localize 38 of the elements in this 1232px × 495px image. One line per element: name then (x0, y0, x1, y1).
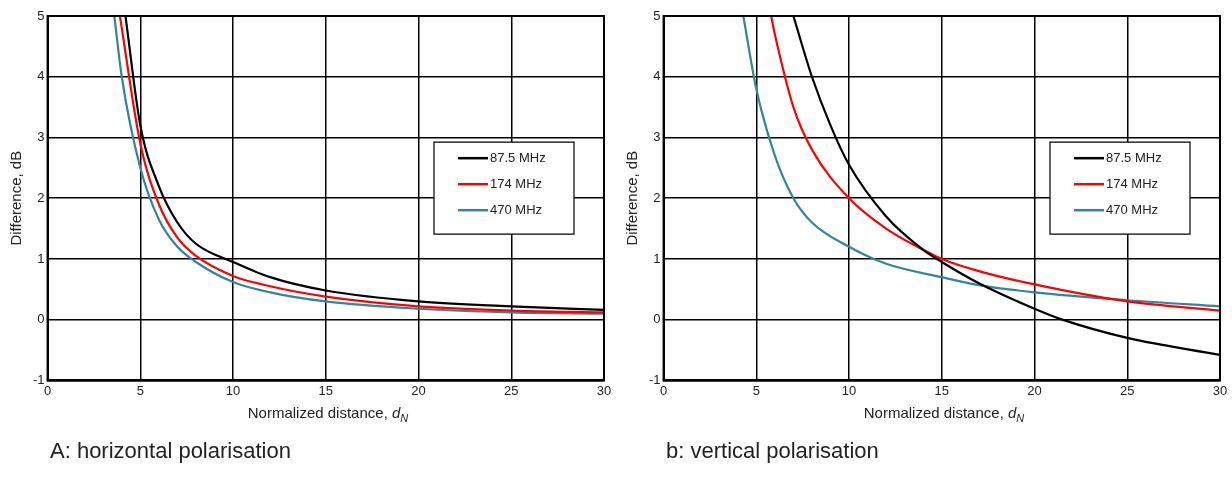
x-tick-label: 5 (136, 382, 144, 398)
x-tick-label: 10 (225, 382, 241, 398)
x-axis-title: Normalized distance, d$_{N}$ (246, 404, 410, 424)
y-axis-title: Difference, dB (623, 150, 641, 246)
x-tick-label: 20 (411, 382, 426, 398)
y-tick-label: -1 (33, 371, 45, 387)
x-axis-title: Normalized distance, d$_{N}$ (862, 404, 1026, 424)
x-tick-label: 15 (934, 382, 950, 398)
y-axis-title: Difference, dB (7, 150, 25, 246)
legend-label: 470 MHz (490, 201, 543, 217)
text: b: vertical polarisation (666, 438, 880, 464)
y-tick-label: 2 (37, 189, 45, 205)
y-tick-label: 5 (653, 7, 661, 23)
y-tick-label: 4 (653, 68, 661, 84)
x-tick-label: 30 (596, 382, 612, 398)
legend-label: 174 MHz (490, 175, 543, 191)
x-tick-label: 25 (1120, 382, 1135, 398)
y-tick-label: -1 (649, 371, 661, 387)
legend-label: 87.5 MHz (490, 149, 546, 165)
x-tick-label: 25 (504, 382, 519, 398)
y-tick-label: 0 (653, 311, 661, 327)
y-tick-label: 1 (37, 250, 45, 266)
x-tick-label: 30 (1212, 382, 1228, 398)
legend-label: 87.5 MHz (1106, 149, 1162, 165)
x-tick-label: 15 (318, 382, 334, 398)
x-tick-label: 10 (841, 382, 857, 398)
y-tick-label: 1 (653, 250, 661, 266)
x-tick-label: 5 (752, 382, 760, 398)
y-tick-label: 5 (37, 7, 45, 23)
y-tick-label: 4 (37, 68, 45, 84)
legend-label: 470 MHz (1106, 201, 1159, 217)
y-tick-label: 3 (37, 129, 45, 145)
y-tick-label: 2 (653, 189, 661, 205)
x-tick-label: 20 (1027, 382, 1042, 398)
text: A: horizontal polarisation (50, 438, 292, 464)
y-tick-label: 3 (653, 129, 661, 145)
y-tick-label: 0 (37, 311, 45, 327)
legend-label: 174 MHz (1106, 175, 1159, 191)
